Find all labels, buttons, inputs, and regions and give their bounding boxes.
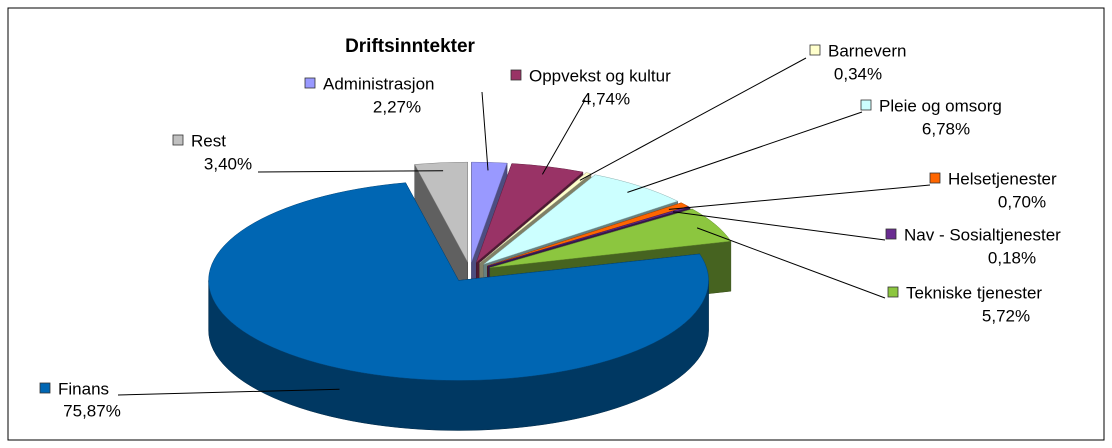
slice-label: Helsetjenester bbox=[948, 169, 1057, 188]
chart-title: Driftsinntekter bbox=[345, 36, 475, 57]
slice-label: Barnevern bbox=[828, 41, 906, 60]
legend-marker bbox=[809, 44, 821, 56]
value-label: 0,70% bbox=[998, 192, 1046, 211]
value-label: 2,27% bbox=[373, 97, 421, 116]
legend-marker bbox=[39, 382, 51, 394]
legend-marker bbox=[172, 134, 184, 146]
leader-line bbox=[117, 388, 340, 396]
leader-line bbox=[696, 227, 886, 299]
legend-marker bbox=[887, 286, 899, 298]
slice-label: Pleie og omsorg bbox=[879, 96, 1002, 115]
slice bbox=[479, 172, 592, 264]
value-label: 75,87% bbox=[63, 401, 121, 420]
value-label: 5,72% bbox=[982, 306, 1030, 325]
slice-label: Tekniske tjenester bbox=[906, 283, 1042, 302]
leader-line bbox=[541, 99, 586, 175]
slice bbox=[471, 161, 508, 263]
legend-marker bbox=[885, 228, 897, 240]
slice-label: Nav - Sosialtjenester bbox=[904, 225, 1061, 244]
slice bbox=[487, 202, 689, 267]
slice bbox=[483, 174, 679, 265]
leader-line bbox=[579, 57, 807, 181]
slice-label: Oppvekst og kultur bbox=[529, 66, 671, 85]
legend-marker bbox=[929, 172, 941, 184]
leader-line bbox=[257, 170, 444, 173]
slice bbox=[414, 161, 468, 263]
legend-marker bbox=[510, 69, 522, 81]
value-label: 0,34% bbox=[834, 64, 882, 83]
slice bbox=[475, 163, 584, 264]
slice-label: Rest bbox=[191, 131, 226, 150]
value-label: 6,78% bbox=[922, 119, 970, 138]
legend-marker bbox=[304, 77, 316, 89]
leader-line bbox=[481, 91, 489, 171]
legend-marker bbox=[860, 99, 872, 111]
slice bbox=[489, 208, 732, 268]
slice-label: Administrasjon bbox=[323, 74, 435, 93]
value-label: 4,74% bbox=[582, 89, 630, 108]
leader-line bbox=[673, 211, 886, 241]
slice-label: Finans bbox=[58, 379, 109, 398]
value-label: 0,18% bbox=[988, 248, 1036, 267]
leader-line bbox=[627, 111, 863, 193]
slice bbox=[208, 182, 709, 381]
value-label: 3,40% bbox=[204, 154, 252, 173]
leader-line bbox=[668, 184, 931, 210]
